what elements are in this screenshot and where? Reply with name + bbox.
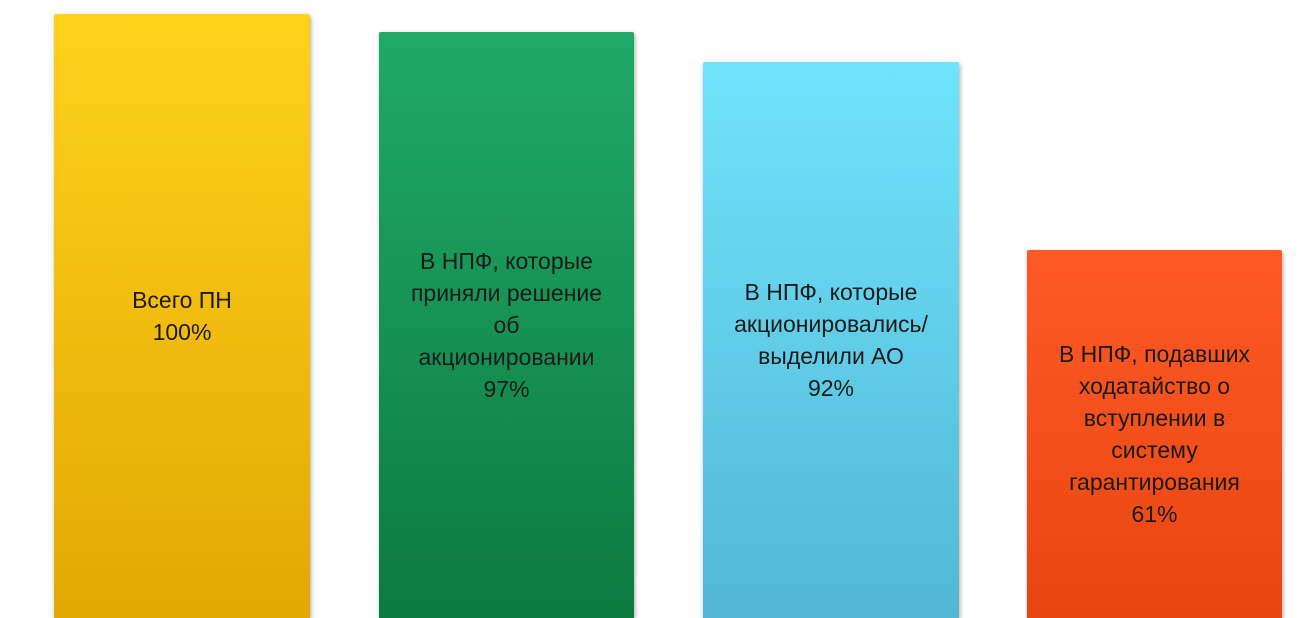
bar-label: В НПФ, подавших ходатайство о вступлении… <box>1057 306 1252 562</box>
bar-decided-corporatization: В НПФ, которые приняли решение об акцион… <box>379 32 634 618</box>
bar-value: 100% <box>152 319 212 345</box>
bar-category: В НПФ, которые приняли решение об акцион… <box>410 248 603 370</box>
bar-guarantee-application: В НПФ, подавших ходатайство о вступлении… <box>1027 250 1282 618</box>
bar-category: В НПФ, подавших ходатайство о вступлении… <box>1058 341 1251 495</box>
bar-label: В НПФ, которые приняли решение об акцион… <box>409 213 604 437</box>
bar-value: 92% <box>807 375 855 401</box>
bar-value: 97% <box>483 376 530 402</box>
bar-corporatized: В НПФ, которые акционировались/ выделили… <box>703 62 959 618</box>
bar-total: Всего ПН 100% <box>54 14 310 618</box>
bar-category: В НПФ, которые акционировались/ выделили… <box>734 279 928 369</box>
bar-label: В НПФ, которые акционировались/ выделили… <box>732 244 930 436</box>
bar-value: 61% <box>1131 501 1178 527</box>
bar-category: Всего ПН <box>132 287 232 313</box>
bar-label: Всего ПН 100% <box>130 252 234 380</box>
